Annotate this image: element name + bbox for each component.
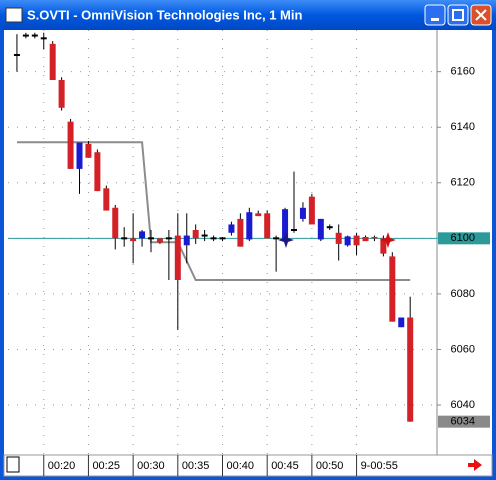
y-tick-label: 6120 (451, 177, 475, 189)
candle-body (228, 224, 235, 233)
candle-body (264, 213, 271, 239)
x-tick-label: 00:45 (271, 460, 299, 472)
marker-star (278, 232, 294, 248)
candle-body (67, 121, 74, 169)
candle-body (308, 196, 315, 225)
last-price-box (438, 415, 490, 428)
candle-body (174, 235, 181, 280)
x-tick-label: 00:40 (227, 460, 255, 472)
candle-body (362, 236, 369, 242)
close-icon (475, 9, 487, 21)
window-icon (5, 7, 23, 23)
x-axis-bar (3, 454, 493, 477)
marker-star (380, 232, 396, 248)
candle-body (94, 152, 101, 192)
scroll-arrow[interactable] (468, 459, 482, 471)
price-label-box (438, 232, 490, 245)
x-tick-label: 00:50 (316, 460, 344, 472)
last-price-label: 6034 (451, 416, 475, 428)
candle-body (389, 256, 396, 322)
candle-body (49, 43, 56, 80)
candle-body (103, 188, 110, 211)
minimize-button[interactable] (424, 4, 446, 26)
candle-body (282, 209, 289, 240)
minimize-icon (431, 18, 439, 21)
candle-body (156, 238, 163, 243)
candle-body (183, 235, 190, 246)
chart-area (4, 30, 492, 476)
y-tick-label: 6060 (451, 343, 475, 355)
candle-body (76, 142, 83, 169)
candle-body (237, 218, 244, 247)
title-bar (0, 0, 496, 30)
candle-body (380, 238, 387, 254)
candle-body (317, 218, 324, 240)
candle-body (112, 207, 119, 239)
maximize-button[interactable] (447, 4, 469, 26)
window-title: S.OVTI - OmniVision Technologies Inc, 1 … (27, 7, 303, 22)
x-tick-label: 00:30 (137, 460, 165, 472)
candle-body (192, 230, 199, 239)
y-tick-label: 6040 (451, 399, 475, 411)
candle-body (371, 236, 378, 239)
candle-body (130, 238, 137, 242)
scroll-box[interactable] (6, 456, 20, 473)
candle-body (398, 317, 405, 328)
candle-body (299, 207, 306, 219)
candle-body (344, 236, 351, 246)
x-tick-label: 00:25 (92, 460, 120, 472)
x-tick-label: 00:20 (48, 460, 76, 472)
candle-body (335, 232, 342, 244)
candle-body (407, 317, 414, 422)
candle-body (353, 235, 360, 246)
candle-body (58, 80, 65, 108)
candle-body (246, 212, 253, 240)
y-tick-label: 6140 (451, 121, 475, 133)
candle-body (85, 143, 92, 158)
y-tick-label: 6080 (451, 288, 475, 300)
candle-body (255, 213, 262, 217)
indicator-line (16, 141, 411, 281)
y-tick-label: 6100 (451, 232, 475, 244)
y-tick-label: 6160 (451, 66, 475, 78)
x-tick-label: 9-00:55 (361, 460, 398, 472)
maximize-icon (452, 9, 464, 21)
candle-body (139, 231, 146, 239)
x-tick-label: 00:35 (182, 460, 210, 472)
